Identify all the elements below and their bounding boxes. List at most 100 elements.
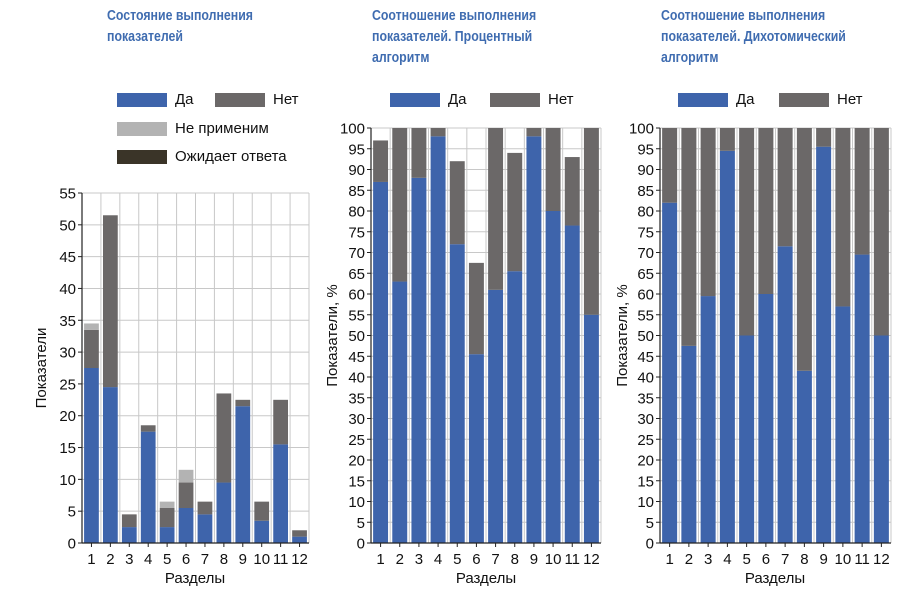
x-tick-label: 8 <box>511 551 519 568</box>
bar-no-section-8 <box>507 152 523 272</box>
x-tick-label: 10 <box>545 551 562 568</box>
y-axis-label: Показатели <box>33 328 50 409</box>
y-tick-label: 80 <box>348 204 365 221</box>
grid <box>370 127 602 544</box>
bar-no-section-1 <box>84 329 99 368</box>
chart-title: Соотношение выполнения показателей. Проц… <box>372 8 537 66</box>
legend-item-no: Нет <box>490 91 574 108</box>
x-tick-label: 8 <box>220 551 228 568</box>
bar-no-section-9 <box>816 128 832 147</box>
bar-no-section-5 <box>449 161 465 245</box>
bar-no-section-9 <box>235 399 251 407</box>
y-tick-label: 35 <box>59 313 76 330</box>
y-tick-label: 5 <box>646 515 654 532</box>
bar-yes-section-3 <box>700 296 716 543</box>
bar-yes-section-3 <box>121 527 137 543</box>
chart-title: Состояние выполнения показателей <box>107 8 253 45</box>
y-tick-label: 10 <box>637 494 654 511</box>
bar-na-section-5 <box>159 501 175 508</box>
y-axis-label: Показатели, % <box>614 284 631 386</box>
x-tick-label: 6 <box>762 551 770 568</box>
x-tick-label: 11 <box>273 551 289 568</box>
x-axis-label: Разделы <box>456 570 516 587</box>
y-tick-label: 40 <box>637 370 654 387</box>
x-tick-label: 6 <box>472 551 480 568</box>
x-tick-label: 6 <box>182 551 190 568</box>
x-tick-label: 10 <box>253 551 270 568</box>
y-tick-label: 90 <box>348 162 365 179</box>
legend-item-yes: Да <box>390 91 467 108</box>
y-tick-label: 25 <box>637 432 654 449</box>
x-tick-label: 2 <box>396 551 404 568</box>
bar-no-section-7 <box>197 501 213 515</box>
bar-yes-section-12 <box>873 335 889 543</box>
y-tick-label: 55 <box>348 307 365 324</box>
bar-yes-section-10 <box>254 520 270 543</box>
bar-yes-section-7 <box>777 246 793 543</box>
bar-no-section-7 <box>488 128 504 290</box>
x-tick-label: 4 <box>723 551 731 568</box>
y-tick-label: 55 <box>59 186 76 203</box>
bar-yes-section-12 <box>583 314 599 543</box>
legend-swatch-no <box>490 92 540 107</box>
bar-no-section-4 <box>140 425 156 432</box>
y-tick-label: 30 <box>637 411 654 428</box>
y-tick-label: 65 <box>637 266 654 283</box>
legend-swatch-no <box>215 92 265 107</box>
bar-no-section-1 <box>662 128 678 203</box>
x-tick-label: 5 <box>453 551 461 568</box>
bar-yes-section-4 <box>719 150 735 543</box>
chart-title: Соотношение выполнения показателей. Дихо… <box>661 8 846 66</box>
x-tick-label: 2 <box>106 551 114 568</box>
x-tick-label: 7 <box>201 551 209 568</box>
bar-no-section-7 <box>777 128 793 247</box>
bar-yes-section-5 <box>449 244 465 543</box>
bar-no-section-3 <box>700 128 716 297</box>
bar-yes-section-8 <box>216 482 232 543</box>
bars <box>84 215 307 543</box>
y-tick-label: 35 <box>637 390 654 407</box>
x-axis-label: Разделы <box>745 570 805 587</box>
x-tick-label: 3 <box>125 551 133 568</box>
bar-yes-section-1 <box>84 368 99 543</box>
bar-yes-section-6 <box>468 354 484 543</box>
x-tick-label: 9 <box>819 551 827 568</box>
y-tick-label: 60 <box>637 287 654 304</box>
bar-yes-section-5 <box>159 527 175 543</box>
y-tick-label: 20 <box>637 453 654 470</box>
y-tick-label: 15 <box>59 440 76 457</box>
y-tick-label: 50 <box>59 217 76 234</box>
bar-yes-section-7 <box>197 514 213 543</box>
y-tick-label: 40 <box>59 281 76 298</box>
x-tick-label: 11 <box>564 551 580 568</box>
bar-yes-section-2 <box>681 345 697 543</box>
legend-item-na: Не применим <box>117 120 269 137</box>
x-tick-label: 8 <box>800 551 808 568</box>
y-tick-label: 15 <box>348 473 365 490</box>
bar-yes-section-11 <box>854 254 870 543</box>
bar-yes-section-1 <box>373 181 389 543</box>
bar-yes-section-8 <box>796 370 812 543</box>
x-tick-label: 3 <box>704 551 712 568</box>
x-tick-label: 7 <box>491 551 499 568</box>
bar-yes-section-1 <box>662 202 678 543</box>
legend-swatch-waiting <box>117 149 167 164</box>
bar-yes-section-9 <box>816 146 832 544</box>
x-tick-label: 1 <box>376 551 384 568</box>
y-tick-label: 5 <box>68 504 76 521</box>
x-tick-label: 5 <box>163 551 171 568</box>
bar-yes-section-9 <box>526 136 542 544</box>
y-tick-label: 30 <box>59 345 76 362</box>
legend-item-waiting: Ожидает ответа <box>117 148 287 165</box>
bar-no-section-2 <box>392 128 408 282</box>
bar-no-section-1 <box>373 140 389 182</box>
y-tick-label: 40 <box>348 370 365 387</box>
x-tick-label: 12 <box>291 551 308 568</box>
y-tick-label: 0 <box>68 536 76 553</box>
y-tick-label: 50 <box>348 328 365 345</box>
bar-yes-section-10 <box>835 306 851 543</box>
bar-na-section-1 <box>84 323 99 330</box>
bar-no-section-3 <box>411 128 427 178</box>
bar-no-section-6 <box>468 262 484 355</box>
